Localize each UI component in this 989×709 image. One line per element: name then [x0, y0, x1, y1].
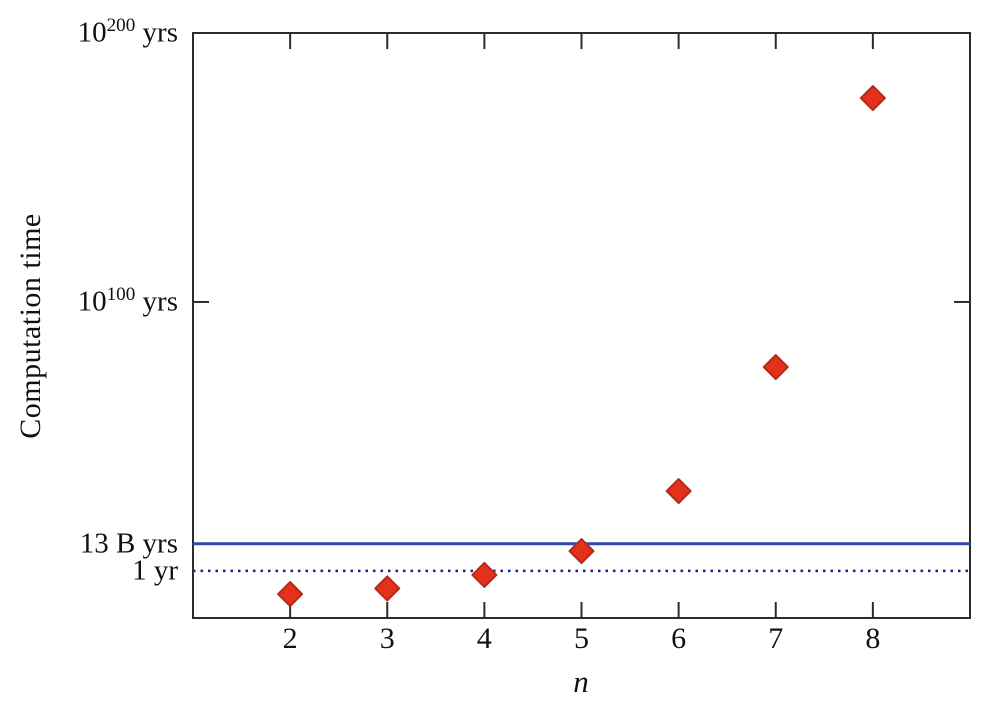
- data-point-marker: [762, 354, 789, 381]
- data-point-marker: [859, 85, 886, 112]
- y-tick-exponent: 200: [106, 14, 136, 36]
- data-point-marker: [374, 575, 401, 602]
- x-tick-label: 3: [379, 622, 395, 655]
- x-tick-label: 8: [865, 622, 881, 655]
- y-tick-label: 13 B yrs: [79, 527, 178, 560]
- data-point-marker: [665, 478, 692, 505]
- x-tick-label: 2: [282, 622, 298, 655]
- x-tick-label: 6: [671, 622, 687, 655]
- data-point-marker: [277, 581, 304, 608]
- y-tick-label: 10200 yrs: [77, 14, 178, 49]
- y-tick-label: 1 yr: [132, 554, 178, 587]
- data-point-marker: [471, 561, 498, 588]
- data-point-marker: [568, 538, 595, 565]
- y-tick-exponent: 100: [106, 283, 136, 305]
- y-axis-title: Computation time: [14, 213, 47, 439]
- y-tick-label: 10100 yrs: [77, 283, 178, 318]
- x-tick-label: 4: [476, 622, 492, 655]
- plot-border: [192, 32, 971, 619]
- x-tick-label: 5: [574, 622, 589, 655]
- x-tick-label: 7: [768, 622, 784, 655]
- x-axis-title: n: [573, 664, 589, 699]
